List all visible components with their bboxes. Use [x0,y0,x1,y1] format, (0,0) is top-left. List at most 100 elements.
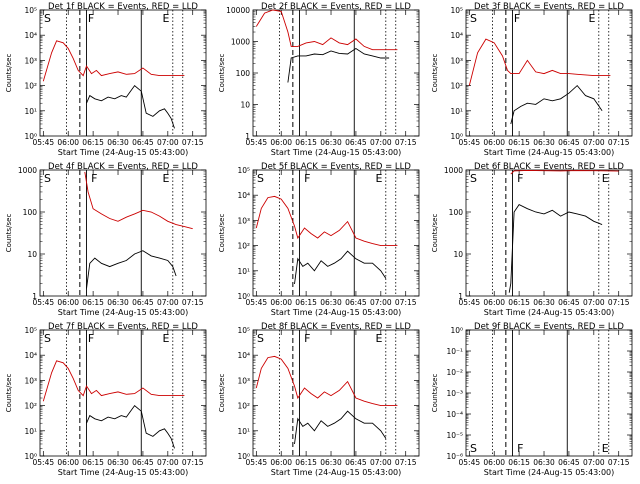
marker-label: F [517,172,523,185]
x-tick-label: 06:15 [82,458,104,467]
x-tick-label: 06:15 [295,138,317,147]
y-tick-label: 10 [27,250,37,259]
x-tick-label: 06:45 [345,458,367,467]
x-tick-label: 06:00 [483,298,505,307]
y-tick-label: 10⁰ [450,132,463,141]
panel-4: Det 4f BLACK = Events, RED = LLD 1 10 100 10… [5,162,207,317]
x-tick-label: 06:45 [132,138,154,147]
y-tick-label: 10² [24,402,37,411]
y-axis-label: Counts/sec [218,54,226,93]
lld-series-line [84,171,193,230]
y-tick-label: 100 [236,69,251,78]
y-tick-label: 10⁰ [237,452,250,461]
x-tick-label: 06:45 [132,458,154,467]
chart-title: Det 9f BLACK = Events, RED = LLD [474,322,624,332]
x-tick-label: 06:00 [483,138,505,147]
lld-series-line [42,360,185,402]
marker-label: F [88,12,94,25]
marker-label: F [517,442,523,455]
lld-series-line [468,38,611,86]
chart-title: Det 2f BLACK = Events, RED = LLD [261,2,411,12]
y-tick-label: 10000 [226,6,250,15]
y-tick-label: 10 [453,250,463,259]
x-tick-label: 07:00 [157,298,179,307]
y-axis-label: Counts/sec [431,54,439,93]
x-axis-label: Start Time (24-Aug-15 05:43:00) [484,308,615,317]
y-axis-label: Counts/sec [5,54,13,93]
y-tick-label: 10⁴ [237,351,250,360]
plot-frame [39,9,207,137]
events-series-line [294,410,387,445]
y-axis-label: Counts/sec [218,374,226,413]
marker-label: F [88,332,94,345]
y-tick-label: 10⁻² [446,368,463,377]
y-tick-label: 10⁻⁶ [446,452,463,461]
x-tick-label: 07:15 [395,458,417,467]
x-tick-label: 06:15 [82,298,104,307]
y-tick-label: 10³ [237,216,250,225]
x-tick-label: 06:45 [345,298,367,307]
lld-series-line [255,355,398,407]
marker-label: S [257,172,264,185]
x-tick-label: 07:15 [608,138,630,147]
marker-label: S [44,12,51,25]
marker-label: E [602,442,609,455]
marker-label: S [470,172,477,185]
y-axis-label: Counts/sec [218,214,226,253]
y-tick-label: 10⁵ [24,326,37,335]
plot-frame [465,9,633,137]
x-axis-label: Start Time (24-Aug-15 05:43:00) [271,468,402,477]
plot-frame [465,169,633,297]
y-tick-label: 10² [237,242,250,251]
y-tick-label: 10⁵ [450,6,463,15]
x-tick-label: 06:45 [558,298,580,307]
panel-8: Det 8f BLACK = Events, RED = LLD 10⁰ 10¹ 10… [218,322,420,477]
chart-title: Det 7f BLACK = Events, RED = LLD [48,322,198,332]
y-tick-label: 10 [240,101,250,110]
plot-frame [252,329,420,457]
y-tick-label: 1 [458,292,463,301]
x-axis-label: Start Time (24-Aug-15 05:43:00) [58,148,189,157]
panel-1: Det 1f BLACK = Events, RED = LLD 10⁰ 10¹ 10… [5,2,207,157]
x-tick-label: 07:00 [583,458,605,467]
y-axis-label: Counts/sec [431,214,439,253]
x-axis-label: Start Time (24-Aug-15 05:43:00) [484,148,615,157]
panel-5: Det 5f BLACK = Events, RED = LLD 10⁰ 10¹ 10… [218,162,420,317]
y-tick-label: 10⁴ [24,351,37,360]
chart-title: Det 8f BLACK = Events, RED = LLD [261,322,411,332]
x-tick-label: 06:30 [320,298,342,307]
y-tick-label: 1000 [18,166,37,175]
lld-series-line [510,169,619,175]
x-tick-label: 06:30 [107,298,129,307]
y-tick-label: 10³ [24,56,37,65]
x-tick-label: 05:45 [459,458,481,467]
x-tick-label: 05:45 [33,458,55,467]
x-tick-label: 06:30 [533,138,555,147]
x-axis-label: Start Time (24-Aug-15 05:43:00) [58,308,189,317]
y-axis-label: Counts/sec [431,374,439,413]
y-tick-label: 10⁻⁵ [446,431,463,440]
chart-title: Det 3f BLACK = Events, RED = LLD [474,2,624,12]
x-tick-label: 07:15 [395,298,417,307]
y-tick-label: 10⁵ [237,326,250,335]
marker-label: F [91,172,97,185]
marker-label: E [602,172,609,185]
y-tick-label: 10⁻¹ [446,347,463,356]
y-tick-label: 10² [450,82,463,91]
plot-frame [252,9,420,137]
x-tick-label: 05:45 [246,458,268,467]
panel-6: Det 6f BLACK = Events, RED = LLD 1 10 100 10… [431,162,633,317]
x-tick-label: 06:15 [508,298,530,307]
chart-title: Det 1f BLACK = Events, RED = LLD [48,2,198,12]
lld-series-line [255,195,398,247]
marker-label: F [304,172,310,185]
x-axis-label: Start Time (24-Aug-15 05:43:00) [271,148,402,157]
x-tick-label: 05:45 [33,298,55,307]
y-tick-label: 10⁰ [24,132,37,141]
marker-label: F [304,332,310,345]
x-tick-label: 06:30 [320,138,342,147]
x-tick-label: 05:45 [246,138,268,147]
x-tick-label: 06:15 [295,458,317,467]
x-tick-label: 06:00 [483,458,505,467]
